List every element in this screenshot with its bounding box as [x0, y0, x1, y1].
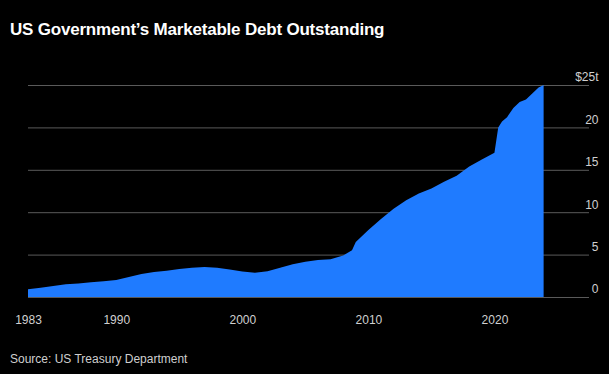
svg-text:15: 15 [585, 155, 599, 169]
svg-text:$25t: $25t [575, 70, 599, 84]
svg-text:1990: 1990 [103, 313, 130, 327]
svg-text:20: 20 [585, 113, 599, 127]
svg-text:2000: 2000 [229, 313, 256, 327]
svg-text:2010: 2010 [356, 313, 383, 327]
svg-text:5: 5 [592, 240, 599, 254]
html-text:Source: US Treasury Department: Source: US Treasury Department [10, 352, 188, 366]
svg-text:2020: 2020 [482, 313, 509, 327]
html-text:US Government’s Marketable Deb: US Government’s Marketable Debt Outstand… [10, 20, 385, 39]
svg-text:0: 0 [592, 282, 599, 296]
svg-text:1983: 1983 [15, 313, 42, 327]
svg-text:10: 10 [585, 198, 599, 212]
